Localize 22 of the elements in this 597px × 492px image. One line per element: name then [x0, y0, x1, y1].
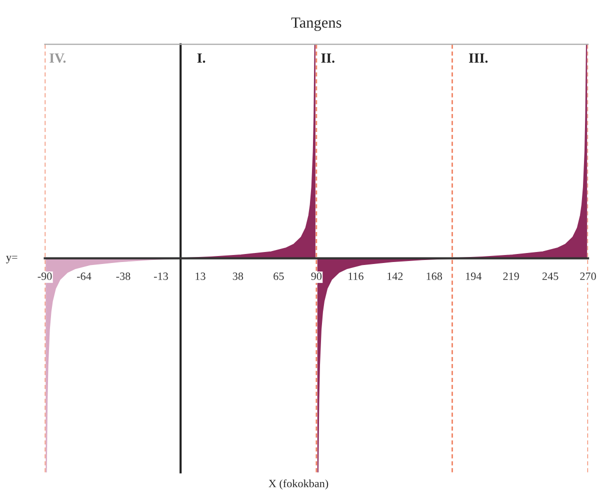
x-tick-label: 270: [580, 272, 596, 280]
x-tick-label: 245: [542, 272, 558, 280]
x-tick-label: 90: [311, 272, 322, 280]
annotation: I.: [197, 54, 206, 63]
chart-title: Tangens: [291, 18, 342, 31]
y-axis-title: y=: [6, 256, 18, 264]
x-tick-label: 116: [348, 272, 364, 280]
x-tick-label: -13: [154, 272, 168, 280]
x-tick-label: 38: [232, 272, 244, 280]
annotation: II.: [321, 54, 334, 63]
x-tick-label: 168: [426, 272, 442, 280]
x-axis-title: X (fokokban): [268, 479, 328, 490]
x-tick-label: 219: [503, 272, 519, 280]
x-tick-label: 13: [196, 272, 206, 280]
annotation: III.: [468, 54, 488, 63]
x-tick-label: 142: [388, 272, 403, 280]
annotation: IV.: [50, 54, 66, 63]
x-tick-label: -90: [38, 272, 52, 280]
x-tick-label: 194: [466, 272, 482, 280]
x-tick-label: 65: [274, 272, 284, 280]
x-tick-label: -64: [77, 272, 92, 280]
x-tick-label: -38: [116, 272, 130, 280]
